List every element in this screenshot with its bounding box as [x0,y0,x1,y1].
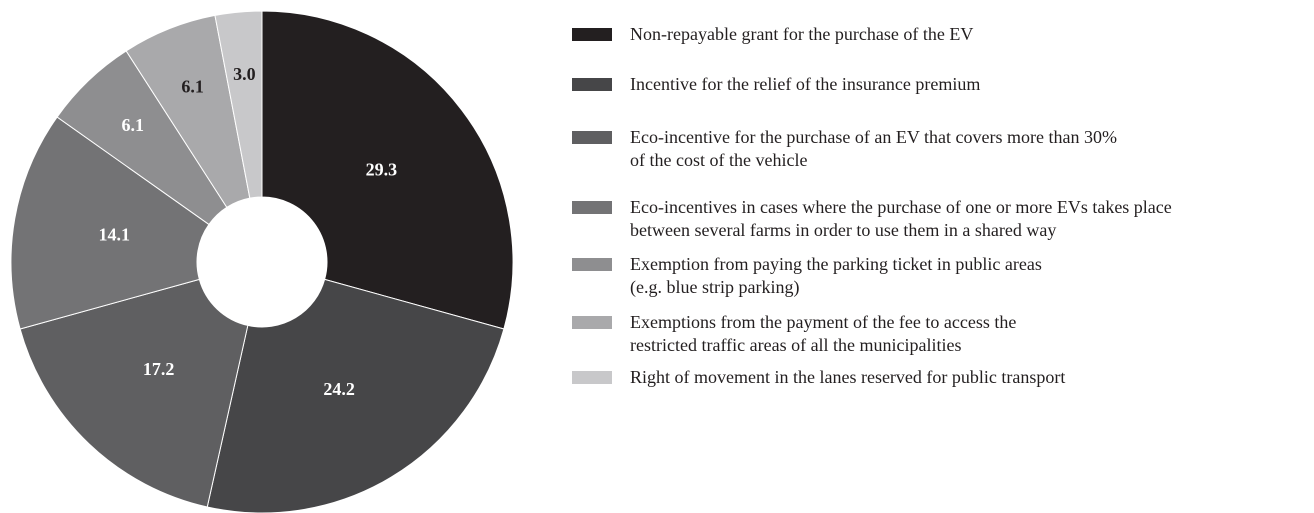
legend-label: Right of movement in the lanes reserved … [630,367,1066,387]
legend-entry: Eco-incentive for the purchase of an EV … [572,126,1117,172]
legend-swatch [572,201,612,214]
donut-slice [261,10,514,330]
legend-swatch [572,371,612,384]
donut-slice [214,10,263,199]
data-label: 6.1 [181,76,204,96]
legend-entry: Eco-incentives in cases where the purcha… [572,196,1172,242]
legend-entry: Exemptions from the payment of the fee t… [572,311,1016,357]
legend-label: Eco-incentives in cases where the purcha… [630,197,1172,240]
data-label: 6.1 [121,115,144,135]
legend-label: Eco-incentive for the purchase of an EV … [630,127,1117,170]
data-label: 24.2 [323,379,355,399]
legend-swatch [572,258,612,271]
data-label: 3.0 [233,64,256,84]
legend-entry: Non-repayable grant for the purchase of … [572,23,973,46]
legend-label: Incentive for the relief of the insuranc… [630,74,981,94]
legend-swatch [572,131,612,144]
legend-entry: Right of movement in the lanes reserved … [572,366,1065,389]
legend-label: Non-repayable grant for the purchase of … [630,24,974,44]
legend-label: Exemptions from the payment of the fee t… [630,312,1017,355]
legend-entry: Exemption from paying the parking ticket… [572,253,1042,299]
legend-swatch [572,78,612,91]
donut: 29.3 24.2 17.2 14.1 6.1 6.1 3.0 [10,10,514,513]
donut-slice [10,116,210,330]
legend-entry: Incentive for the relief of the insuranc… [572,73,980,96]
legend-label: Exemption from paying the parking ticket… [630,254,1042,297]
donut-slice [19,278,249,508]
data-label: 29.3 [366,159,398,179]
legend-swatch [572,316,612,329]
data-label: 17.2 [143,359,175,379]
data-label: 14.1 [98,224,130,244]
legend-swatch [572,28,612,41]
